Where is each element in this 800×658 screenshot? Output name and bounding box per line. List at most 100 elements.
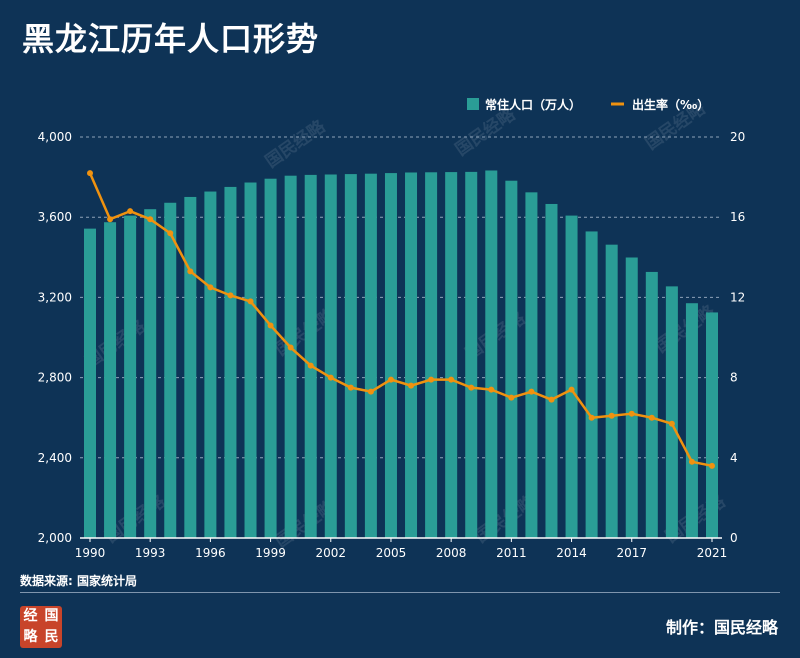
logo-char: 略 [23,629,38,645]
y-left-tick-label: 3,200 [38,290,72,304]
bar [264,178,277,539]
bar [645,271,658,538]
bar [525,192,538,538]
y-left-tick-label: 4,000 [38,130,72,144]
birth-rate-point [147,216,154,223]
birth-rate-point [488,386,495,393]
birth-rate-point [307,362,314,369]
x-tick-label: 1996 [195,546,226,560]
birth-rate-point [207,284,214,291]
birth-rate-point [387,376,394,383]
bar [605,244,618,538]
x-tick-label: 2021 [697,546,728,560]
bar [364,173,377,538]
birth-rate-point [468,384,475,391]
legend-label-birth-rate: 出生率（‰） [632,97,709,112]
bar [585,231,598,539]
birth-rate-point [568,386,575,393]
bar [84,228,96,539]
logo-char: 经 [23,608,38,624]
birth-rate-point [608,412,615,419]
birth-rate-point [448,376,455,383]
bar [405,172,418,538]
birth-rate-point [367,388,374,395]
birth-rate-point [247,298,254,305]
x-tick-label: 2005 [376,546,407,560]
birth-rate-point [548,396,555,403]
bar [625,257,638,538]
birth-rate-point [327,374,334,381]
bar [204,191,217,538]
bar [344,174,357,538]
birth-rate-point [508,394,515,401]
bar [445,172,458,538]
birth-rate-point [528,388,535,395]
x-tick-label: 1999 [255,546,286,560]
y-right-tick-label: 16 [730,210,745,224]
bar [124,215,137,538]
birth-rate-point [107,216,114,223]
birth-rate-line [88,172,713,468]
x-tick-label: 2011 [496,546,527,560]
bar [384,173,397,538]
x-tick-label: 2008 [436,546,467,560]
birth-rate-point [688,458,695,465]
birth-rate-point [668,420,675,427]
bar [505,180,518,539]
bar [706,312,718,538]
birth-rate-point [287,344,294,351]
credit: 制作：国民经略 [665,618,778,637]
x-tick-label: 2002 [316,546,347,560]
y-right-tick-label: 20 [730,130,745,144]
x-tick-label: 2014 [556,546,587,560]
logo-char: 国 [44,608,59,624]
chart-title: 黑龙江历年人口形势 [22,20,320,58]
birth-rate-point [87,170,93,177]
x-tick-label: 1993 [135,546,166,560]
birth-rate-point [428,376,435,383]
bar [685,303,698,538]
bar [565,215,578,538]
bar [425,172,438,538]
y-left-tick-label: 2,800 [38,371,72,385]
data-source: 数据来源: 国家统计局 [20,574,137,588]
birth-rate-point [167,230,174,237]
birth-rate-point [648,414,655,421]
birth-rate-point [187,268,194,275]
bar [545,203,558,539]
bar [224,186,237,538]
birth-rate-point [347,384,354,391]
footer-divider [20,592,780,593]
y-left-tick-label: 2,400 [38,451,72,465]
birth-rate-point [408,382,415,389]
bar [465,171,478,538]
y-left-tick-label: 3,600 [38,210,72,224]
bar [184,196,197,538]
y-right-tick-label: 12 [730,290,745,304]
bar [144,209,157,538]
y-left-tick-label: 2,000 [38,531,72,545]
birth-rate-point [628,410,635,417]
x-tick-label: 1990 [75,546,106,560]
bar [304,174,317,538]
birth-rate-point [127,208,134,215]
bar [164,202,177,538]
legend-label-population: 常住人口（万人） [485,97,581,112]
birth-rate-point [227,292,234,299]
y-right-tick-label: 4 [730,451,738,465]
bar [244,182,257,539]
y-right-tick-label: 8 [730,371,738,385]
bar [324,174,337,538]
y-right-tick-label: 0 [730,531,738,545]
logo-char: 民 [44,629,59,645]
chart-area: 2,000 02,400 42,800 83,200 123,600 164,000 201… [38,97,746,560]
legend-swatch-population [467,98,479,110]
bar [485,170,498,538]
bar [104,222,117,538]
birth-rate-point [588,414,595,421]
birth-rate-point [267,322,274,329]
x-tick-label: 2017 [616,546,647,560]
brand-logo: 经 国 略 民 [20,606,62,648]
bar [665,286,678,538]
bar [284,175,297,538]
